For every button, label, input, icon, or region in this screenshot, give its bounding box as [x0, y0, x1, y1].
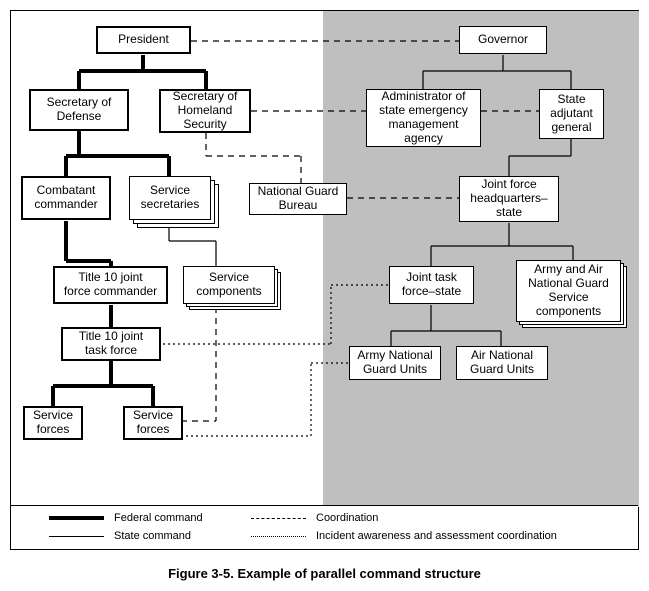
node-secdef: Secretary of Defense: [29, 89, 129, 131]
legend-iaac-line: [251, 536, 306, 537]
node-sechs: Secretary of Homeland Security: [159, 89, 251, 133]
figure-frame: President Secretary of Defense Secretary…: [10, 10, 639, 550]
legend-coord-line: [251, 518, 306, 519]
legend: Federal command State command Coordinati…: [11, 505, 638, 549]
legend-federal: Federal command: [49, 512, 203, 524]
node-svccomp-stack: Service components: [183, 266, 275, 304]
node-svcsec: Service secretaries: [129, 176, 211, 220]
legend-coord-label: Coordination: [316, 512, 378, 524]
legend-state: State command: [49, 530, 191, 542]
node-armyng: Army National Guard Units: [349, 346, 441, 380]
legend-state-label: State command: [114, 530, 191, 542]
node-president: President: [96, 26, 191, 54]
node-airng: Air National Guard Units: [456, 346, 548, 380]
node-t10jtf: Title 10 joint task force: [61, 327, 161, 361]
legend-coord: Coordination: [251, 512, 378, 524]
node-jfhq: Joint force headquarters– state: [459, 176, 559, 222]
node-adjutant: State adjutant general: [539, 89, 604, 139]
node-svcsec-stack: Service secretaries: [129, 176, 211, 220]
legend-iaac-label: Incident awareness and assessment coordi…: [316, 530, 557, 542]
node-ngb: National Guard Bureau: [249, 183, 347, 215]
node-t10cmd: Title 10 joint force commander: [53, 266, 168, 304]
node-governor: Governor: [459, 26, 547, 54]
node-sf1: Service forces: [23, 406, 83, 440]
legend-federal-label: Federal command: [114, 512, 203, 524]
legend-iaac: Incident awareness and assessment coordi…: [251, 530, 557, 542]
node-admin: Administrator of state emergency managem…: [366, 89, 481, 147]
legend-federal-line: [49, 516, 104, 520]
node-angsvc: Army and Air National Guard Service comp…: [516, 260, 621, 322]
figure-caption: Figure 3-5. Example of parallel command …: [10, 566, 639, 581]
node-angsvc-stack: Army and Air National Guard Service comp…: [516, 260, 621, 322]
node-jtfstate: Joint task force–state: [389, 266, 474, 304]
node-svccomp: Service components: [183, 266, 275, 304]
legend-state-line: [49, 536, 104, 537]
node-combatant: Combatant commander: [21, 176, 111, 220]
state-side-shade: [323, 11, 639, 507]
node-sf2: Service forces: [123, 406, 183, 440]
